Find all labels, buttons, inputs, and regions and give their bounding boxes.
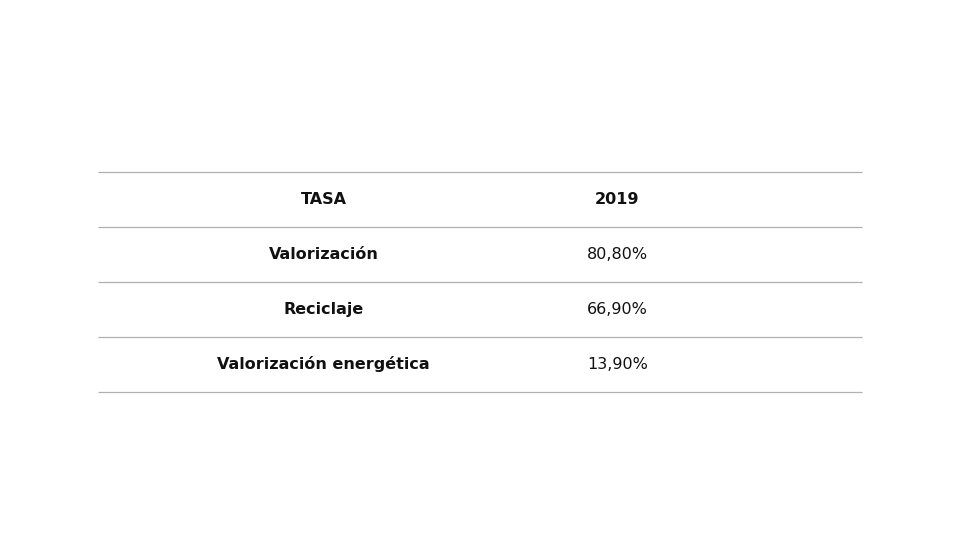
Text: TASA: TASA <box>301 192 346 207</box>
Text: Valorización energética: Valorización energética <box>218 357 429 372</box>
Text: Valorización: Valorización <box>269 247 378 262</box>
Text: 80,80%: 80,80% <box>587 247 648 262</box>
Text: Reciclaje: Reciclaje <box>283 302 364 317</box>
Text: 66,90%: 66,90% <box>587 302 648 317</box>
Text: 2019: 2019 <box>595 192 640 207</box>
Text: 13,90%: 13,90% <box>587 357 648 372</box>
